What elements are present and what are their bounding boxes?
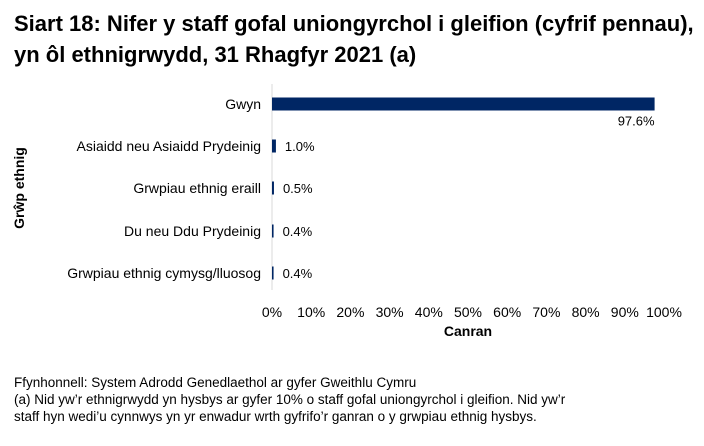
category-label: Du neu Ddu Prydeinig bbox=[124, 223, 261, 239]
bar bbox=[272, 97, 655, 111]
bar bbox=[272, 266, 274, 280]
chart-footer: Ffynhonnell: System Adrodd Genedlaethol … bbox=[14, 374, 694, 425]
category-label: Gwyn bbox=[225, 96, 261, 112]
y-axis-title: Grŵp ethnig bbox=[11, 147, 27, 229]
category-label: Asiaidd neu Asiaidd Prydeinig bbox=[77, 138, 261, 154]
x-tick-label: 80% bbox=[572, 304, 600, 320]
x-axis-title: Canran bbox=[444, 323, 492, 339]
bar bbox=[272, 139, 276, 153]
bar bbox=[272, 181, 274, 195]
chart-title: Siart 18: Nifer y staff gofal uniongyrch… bbox=[14, 11, 694, 67]
bar bbox=[272, 224, 274, 238]
data-label: 0.5% bbox=[283, 181, 313, 196]
x-tick-label: 40% bbox=[415, 304, 443, 320]
footnote-line-1: (a) Nid yw’r ethnigrwydd yn hysbys ar gy… bbox=[14, 392, 566, 407]
x-tick-label: 100% bbox=[646, 304, 682, 320]
data-label: 97.6% bbox=[618, 114, 655, 129]
footnote-line-2: staff hyn wedi’u cynnwys yn yr enwadur w… bbox=[14, 409, 537, 424]
x-tick-label: 70% bbox=[532, 304, 560, 320]
data-label: 0.4% bbox=[283, 266, 313, 281]
data-label: 0.4% bbox=[283, 224, 313, 239]
source-note: Ffynhonnell: System Adrodd Genedlaethol … bbox=[14, 375, 417, 390]
x-tick-label: 60% bbox=[493, 304, 521, 320]
category-label: Grwpiau ethnig eraill bbox=[133, 180, 261, 196]
x-tick-label: 90% bbox=[611, 304, 639, 320]
x-tick-label: 10% bbox=[297, 304, 325, 320]
x-tick-label: 30% bbox=[376, 304, 404, 320]
x-tick-label: 0% bbox=[262, 304, 282, 320]
data-label: 1.0% bbox=[285, 139, 315, 154]
category-label: Grwpiau ethnig cymysg/lluosog bbox=[67, 265, 261, 281]
x-tick-label: 50% bbox=[454, 304, 482, 320]
x-tick-label: 20% bbox=[336, 304, 364, 320]
